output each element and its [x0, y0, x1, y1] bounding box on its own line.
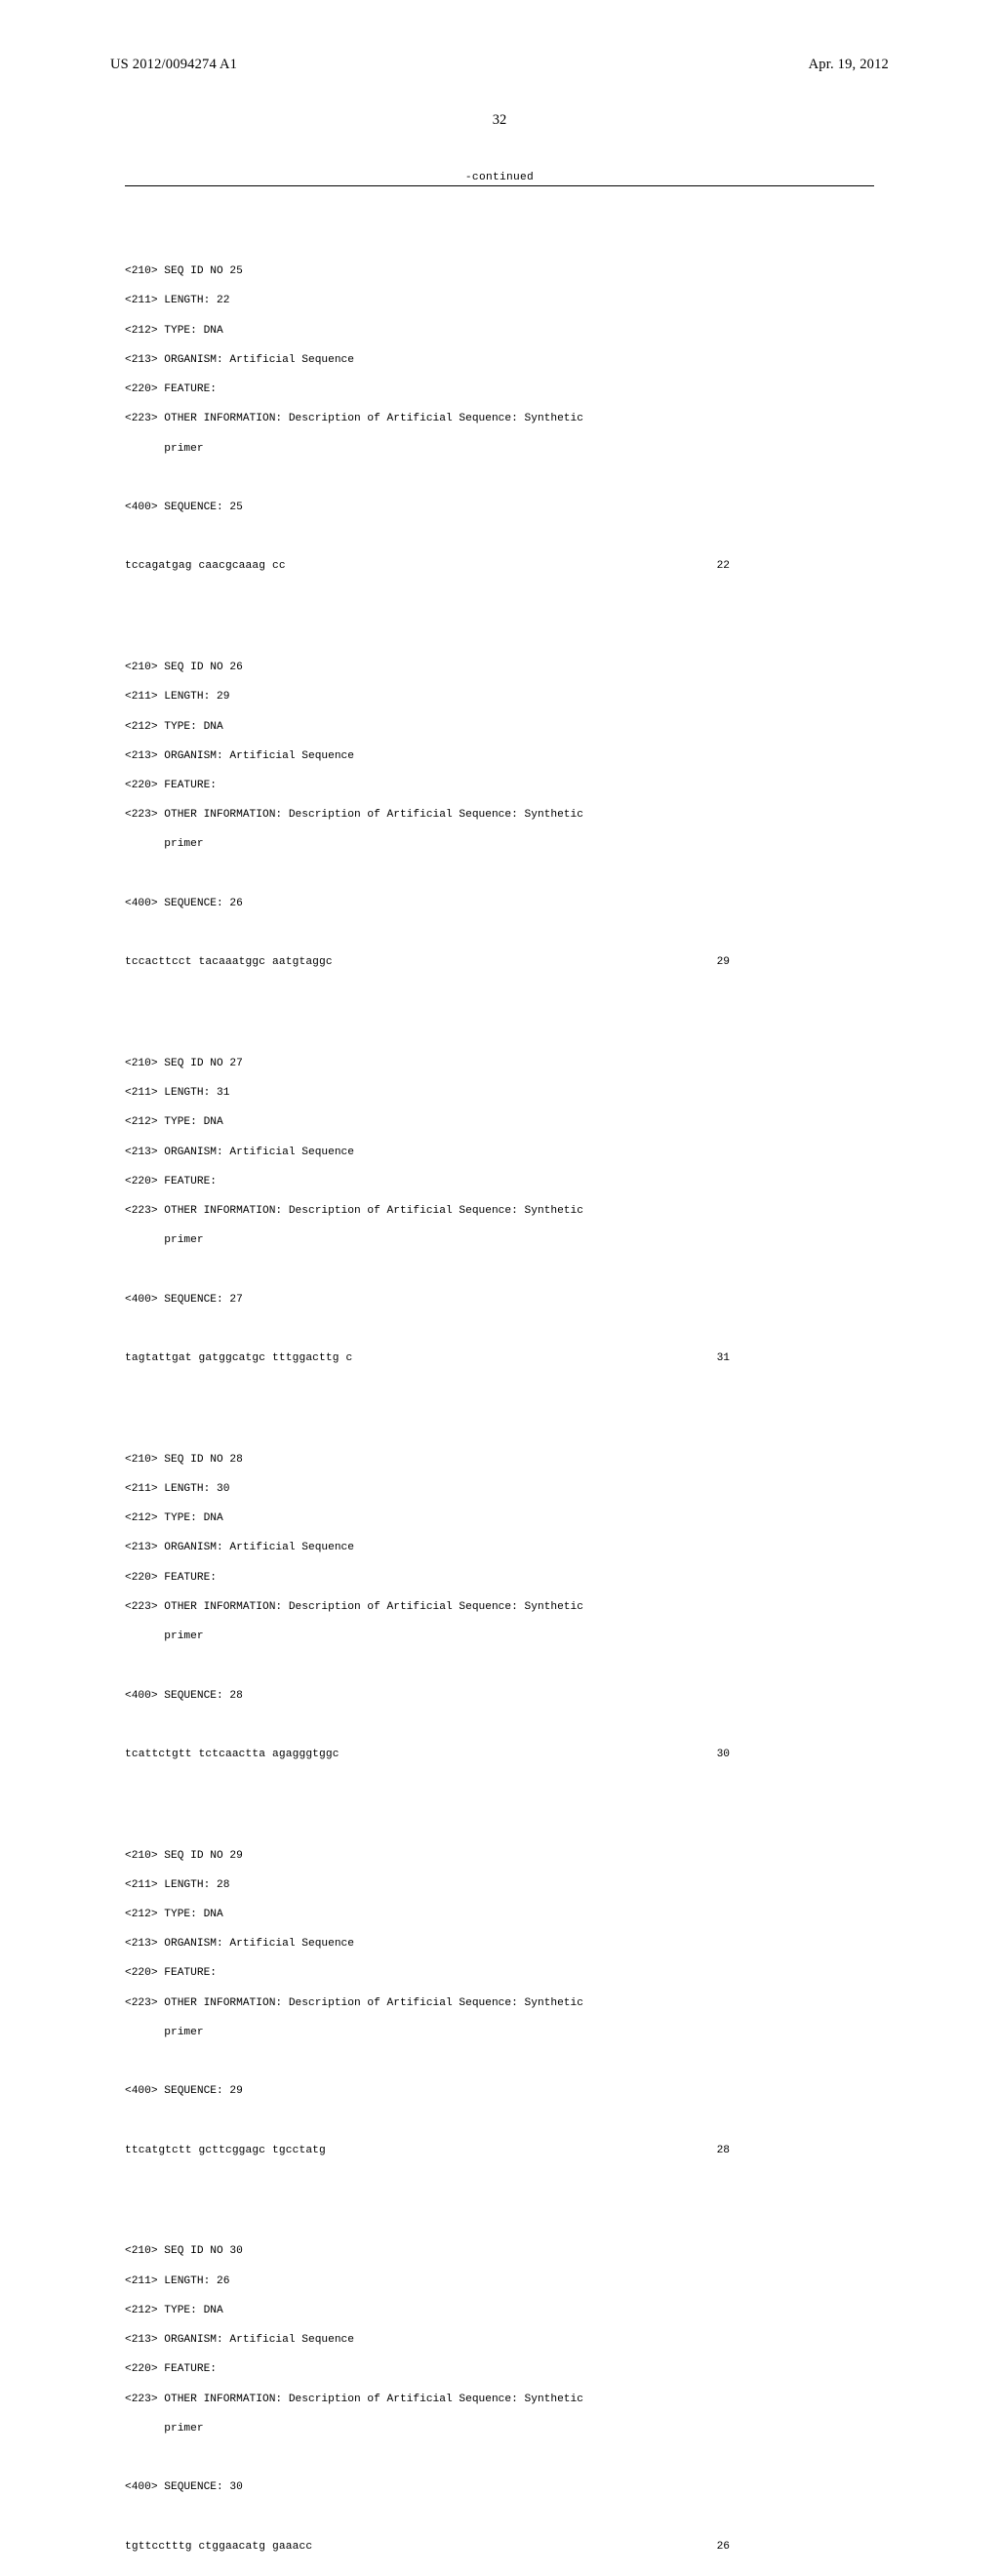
seq-length: <211> LENGTH: 31	[125, 1086, 874, 1101]
sequence-text: tgttcctttg ctggaacatg gaaacc	[125, 2540, 312, 2555]
continued-label: -continued	[0, 172, 999, 185]
seq-other-info-cont: primer	[125, 1630, 874, 1644]
sequence-num: 22	[717, 559, 730, 574]
seq-label: <400> SEQUENCE: 28	[125, 1689, 874, 1704]
seq-other-info: <223> OTHER INFORMATION: Description of …	[125, 1204, 874, 1219]
seq-id: <210> SEQ ID NO 25	[125, 264, 874, 279]
top-rule	[125, 185, 874, 186]
seq-other-info: <223> OTHER INFORMATION: Description of …	[125, 412, 874, 426]
blank-line	[125, 2114, 874, 2129]
blank-line	[125, 1659, 874, 1673]
seq-other-info: <223> OTHER INFORMATION: Description of …	[125, 1996, 874, 2011]
seq-type: <212> TYPE: DNA	[125, 1908, 874, 1922]
seq-other-info: <223> OTHER INFORMATION: Description of …	[125, 1600, 874, 1615]
blank-line	[125, 2188, 874, 2202]
blank-line	[125, 926, 874, 941]
blank-line	[125, 2510, 874, 2524]
seq-feature: <220> FEATURE:	[125, 1571, 874, 1586]
blank-line	[125, 1263, 874, 1277]
seq-type: <212> TYPE: DNA	[125, 1115, 874, 1130]
seq-type: <212> TYPE: DNA	[125, 324, 874, 339]
seq-id: <210> SEQ ID NO 29	[125, 1849, 874, 1864]
sequence-text: tccagatgag caacgcaaag cc	[125, 559, 286, 574]
sequence-row: tagtattgat gatggcatgc tttggacttg c 31	[125, 1351, 730, 1366]
seq-label: <400> SEQUENCE: 27	[125, 1293, 874, 1308]
seq-block: <210> SEQ ID NO 30 <211> LENGTH: 26 <212…	[125, 2230, 874, 2569]
seq-id: <210> SEQ ID NO 28	[125, 1453, 874, 1468]
seq-block: <210> SEQ ID NO 28 <211> LENGTH: 30 <212…	[125, 1438, 874, 1778]
seq-organism: <213> ORGANISM: Artificial Sequence	[125, 2333, 874, 2348]
sequence-num: 26	[717, 2540, 730, 2555]
seq-length: <211> LENGTH: 30	[125, 1482, 874, 1497]
seq-length: <211> LENGTH: 26	[125, 2274, 874, 2289]
sequence-num: 29	[717, 955, 730, 970]
seq-block: <210> SEQ ID NO 29 <211> LENGTH: 28 <212…	[125, 1833, 874, 2173]
publication-number: US 2012/0094274 A1	[110, 57, 237, 73]
seq-feature: <220> FEATURE:	[125, 2362, 874, 2377]
seq-block: <210> SEQ ID NO 25 <211> LENGTH: 22 <212…	[125, 250, 874, 589]
seq-block: <210> SEQ ID NO 27 <211> LENGTH: 31 <212…	[125, 1042, 874, 1382]
sequence-row: tccacttcct tacaaatggc aatgtaggc 29	[125, 955, 730, 970]
seq-other-info-cont: primer	[125, 1233, 874, 1248]
sequence-text: tagtattgat gatggcatgc tttggacttg c	[125, 1351, 352, 1366]
seq-organism: <213> ORGANISM: Artificial Sequence	[125, 1146, 874, 1160]
seq-other-info-cont: primer	[125, 2026, 874, 2040]
seq-length: <211> LENGTH: 29	[125, 690, 874, 704]
seq-id: <210> SEQ ID NO 30	[125, 2244, 874, 2259]
seq-organism: <213> ORGANISM: Artificial Sequence	[125, 749, 874, 764]
seq-other-info: <223> OTHER INFORMATION: Description of …	[125, 2393, 874, 2407]
sequence-row: tgttcctttg ctggaacatg gaaacc 26	[125, 2540, 730, 2555]
blank-line	[125, 2451, 874, 2466]
sequence-text: tcattctgtt tctcaactta agagggtggc	[125, 1748, 340, 1762]
seq-id: <210> SEQ ID NO 26	[125, 661, 874, 675]
sequence-row: tccagatgag caacgcaaag cc 22	[125, 559, 730, 574]
sequence-num: 31	[717, 1351, 730, 1366]
seq-other-info: <223> OTHER INFORMATION: Description of …	[125, 808, 874, 823]
seq-id: <210> SEQ ID NO 27	[125, 1057, 874, 1071]
blank-line	[125, 1395, 874, 1410]
page-number: 32	[0, 112, 999, 129]
seq-block: <210> SEQ ID NO 26 <211> LENGTH: 29 <212…	[125, 646, 874, 986]
seq-feature: <220> FEATURE:	[125, 1966, 874, 1981]
sequence-row: tcattctgtt tctcaactta agagggtggc 30	[125, 1748, 730, 1762]
seq-other-info-cont: primer	[125, 2422, 874, 2436]
seq-type: <212> TYPE: DNA	[125, 720, 874, 735]
seq-organism: <213> ORGANISM: Artificial Sequence	[125, 353, 874, 368]
blank-line	[125, 1000, 874, 1015]
sequence-num: 30	[717, 1748, 730, 1762]
seq-label: <400> SEQUENCE: 29	[125, 2084, 874, 2099]
seq-organism: <213> ORGANISM: Artificial Sequence	[125, 1937, 874, 1952]
seq-other-info-cont: primer	[125, 837, 874, 852]
top-rule-wrapper	[0, 185, 999, 186]
seq-label: <400> SEQUENCE: 25	[125, 501, 874, 515]
seq-label: <400> SEQUENCE: 26	[125, 897, 874, 911]
seq-type: <212> TYPE: DNA	[125, 2304, 874, 2318]
blank-line	[125, 604, 874, 619]
blank-line	[125, 1718, 874, 1733]
sequence-text: tccacttcct tacaaatggc aatgtaggc	[125, 955, 333, 970]
blank-line	[125, 471, 874, 486]
seq-organism: <213> ORGANISM: Artificial Sequence	[125, 1541, 874, 1555]
seq-label: <400> SEQUENCE: 30	[125, 2480, 874, 2495]
seq-type: <212> TYPE: DNA	[125, 1511, 874, 1526]
blank-line	[125, 530, 874, 544]
seq-feature: <220> FEATURE:	[125, 382, 874, 397]
seq-length: <211> LENGTH: 28	[125, 1878, 874, 1893]
seq-feature: <220> FEATURE:	[125, 1175, 874, 1189]
blank-line	[125, 867, 874, 882]
blank-line	[125, 1791, 874, 1806]
publication-date: Apr. 19, 2012	[809, 57, 889, 73]
sequence-row: ttcatgtctt gcttcggagc tgcctatg 28	[125, 2144, 730, 2158]
seq-length: <211> LENGTH: 22	[125, 294, 874, 308]
blank-line	[125, 1322, 874, 1337]
seq-feature: <220> FEATURE:	[125, 779, 874, 793]
blank-line	[125, 2055, 874, 2070]
sequence-listing: <210> SEQ ID NO 25 <211> LENGTH: 22 <212…	[0, 229, 999, 2576]
page-header: US 2012/0094274 A1 Apr. 19, 2012	[0, 0, 999, 73]
sequence-text: ttcatgtctt gcttcggagc tgcctatg	[125, 2144, 326, 2158]
seq-other-info-cont: primer	[125, 442, 874, 457]
sequence-num: 28	[717, 2144, 730, 2158]
